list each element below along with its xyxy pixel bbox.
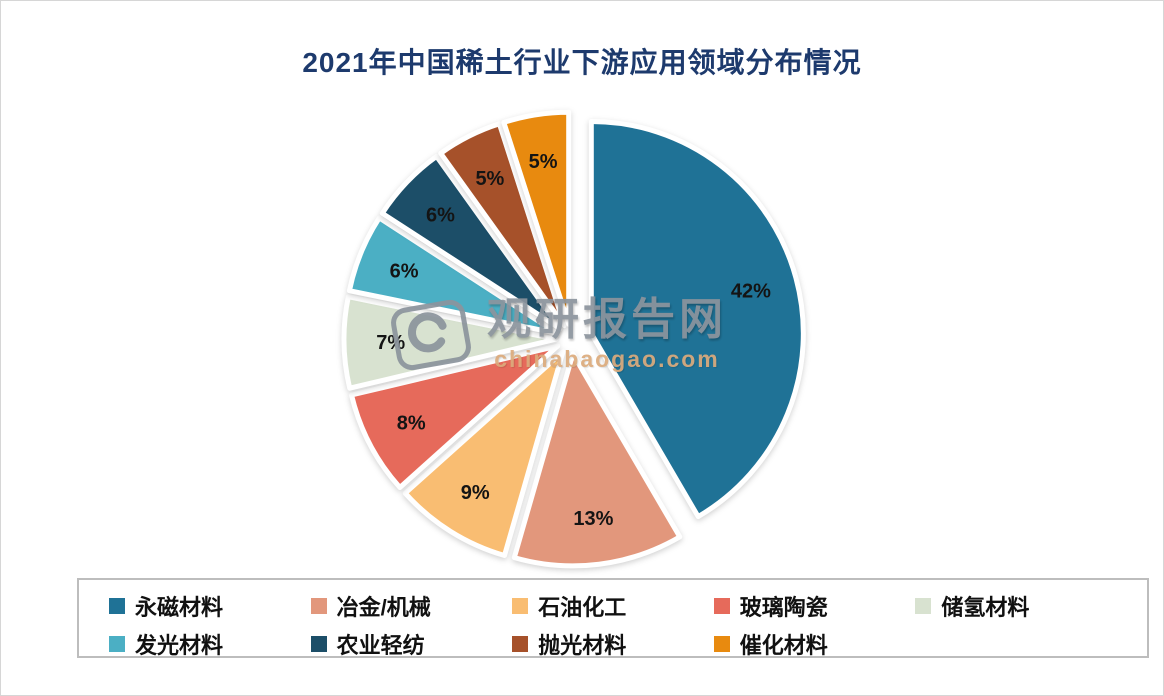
legend-item: 玻璃陶瓷 xyxy=(713,590,916,622)
pie-slice-label: 42% xyxy=(731,280,771,302)
pie-slice xyxy=(379,153,563,332)
legend-swatch xyxy=(310,636,327,652)
legend-swatch xyxy=(109,636,125,652)
legend-swatch xyxy=(512,598,529,614)
legend-label: 农业轻纺 xyxy=(336,633,425,658)
legend-item: 农业轻纺 xyxy=(310,628,513,660)
legend-swatch xyxy=(512,636,529,652)
legend-label: 催化材料 xyxy=(739,633,828,658)
pie-slice xyxy=(438,121,567,329)
pie-slice xyxy=(511,351,683,569)
legend-swatch xyxy=(109,598,125,614)
pie-slice xyxy=(402,349,566,558)
pie-slice xyxy=(588,119,806,520)
legend-label: 抛光材料 xyxy=(538,633,627,658)
legend-label: 玻璃陶瓷 xyxy=(739,595,828,620)
legend-box: 永磁材料 冶金/机械 石油化工 玻璃陶瓷 储氢材料发光材料 农业轻纺 抛光材料 催化材料 xyxy=(77,578,1149,658)
legend-item: 储氢材料 xyxy=(915,590,1117,622)
pie-slice-label: 13% xyxy=(573,508,613,530)
legend-item: 催化材料 xyxy=(713,628,916,660)
legend-swatch xyxy=(713,598,730,614)
legend-swatch xyxy=(915,598,932,614)
pie-slice-label: 5% xyxy=(475,168,504,190)
legend-label: 储氢材料 xyxy=(941,595,1030,620)
legend-swatch xyxy=(713,636,730,652)
pie-slice-label: 9% xyxy=(461,482,490,504)
legend-label: 永磁材料 xyxy=(135,595,224,620)
pie-slice-label: 8% xyxy=(397,413,426,435)
chart-title: 2021年中国稀土行业下游应用领域分布情况 xyxy=(302,47,862,78)
legend-item: 发光材料 xyxy=(109,628,311,660)
legend-item: 冶金/机械 xyxy=(310,590,513,622)
pie-slice xyxy=(501,109,572,327)
legend-label: 发光材料 xyxy=(135,633,224,658)
legend-item: 石油化工 xyxy=(512,590,714,622)
legend-item: 永磁材料 xyxy=(109,590,311,622)
legend-label: 石油化工 xyxy=(538,595,627,620)
pie-slice-label: 6% xyxy=(426,205,455,227)
pie-slice-label: 7% xyxy=(376,332,405,354)
legend-item: 抛光材料 xyxy=(512,628,714,660)
pie-slice-label: 6% xyxy=(390,261,419,283)
pie-slice-label: 5% xyxy=(529,151,558,173)
pie-slice xyxy=(346,215,560,336)
legend-swatch xyxy=(310,598,327,614)
pie-slice xyxy=(349,343,561,490)
legend-label: 冶金/机械 xyxy=(336,595,431,620)
